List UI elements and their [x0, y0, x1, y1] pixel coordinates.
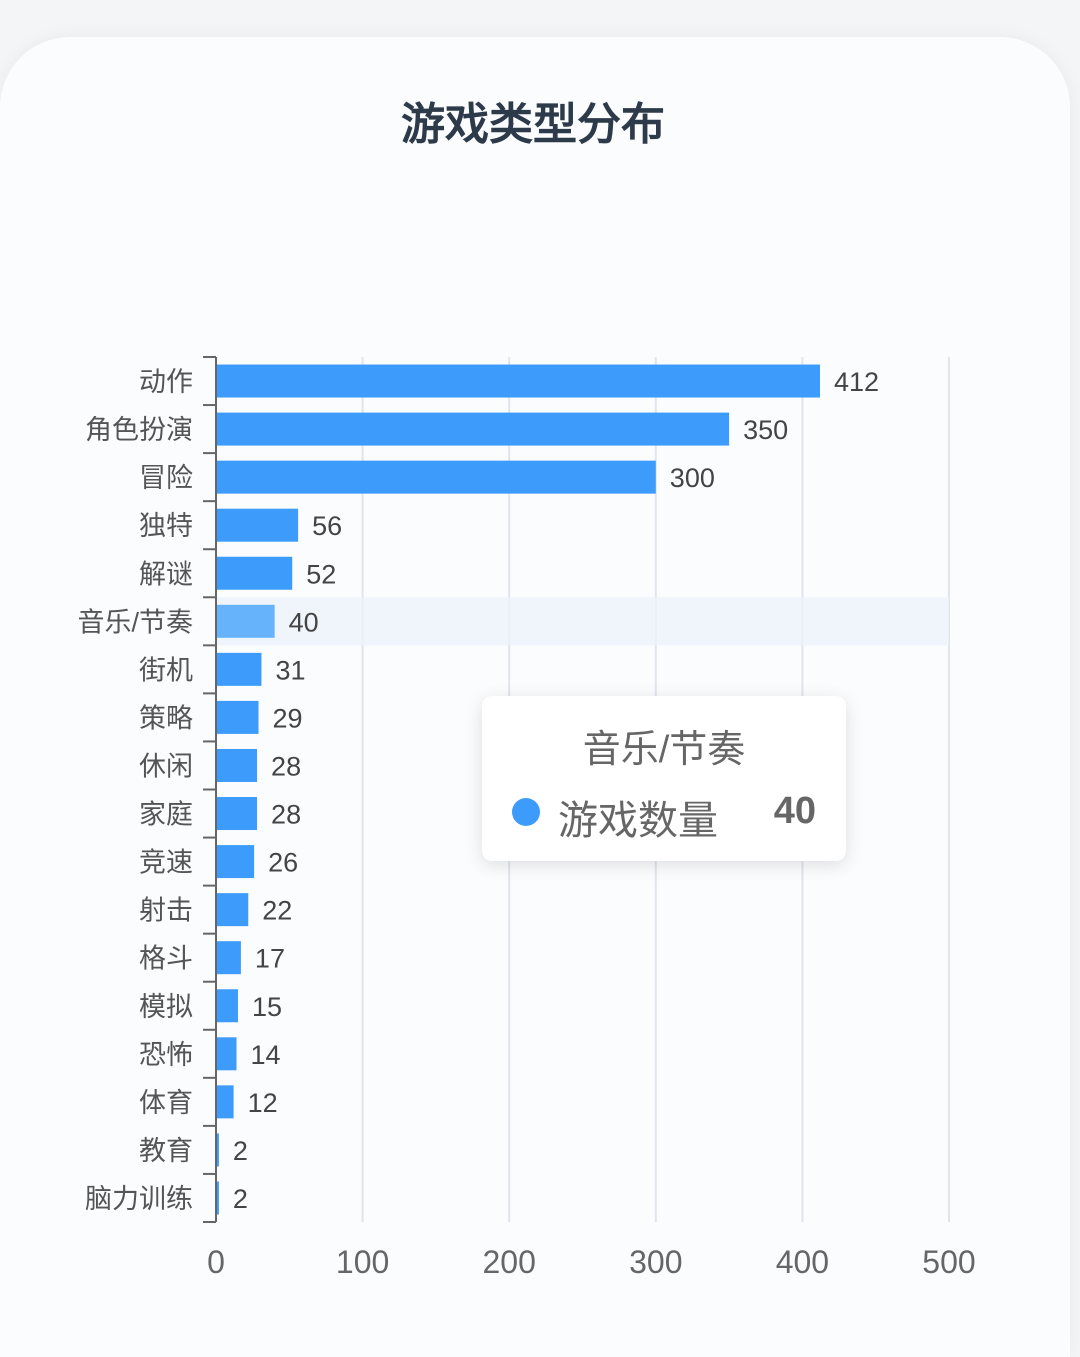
y-tick-label: 射击 [139, 896, 193, 926]
y-tick-label: 格斗 [139, 944, 193, 974]
data-label: 2 [233, 1136, 248, 1166]
x-tick-label: 100 [336, 1244, 389, 1280]
y-tick-label: 音乐/节奏 [77, 607, 193, 637]
data-label: 56 [312, 511, 342, 541]
x-tick-label: 400 [776, 1244, 829, 1280]
data-label: 412 [834, 367, 879, 397]
y-tick-label: 恐怖 [139, 1040, 193, 1070]
bar-chart: 0 100 200 300 400 500 412 动作 350 角色扮演 300 冒险 56 独特 52 解… [77, 356, 976, 1280]
y-tick-label: 角色扮演 [85, 415, 193, 445]
data-label: 29 [273, 703, 303, 733]
tooltip-value: 40 [773, 790, 816, 832]
bar [216, 460, 656, 494]
y-tick-label: 脑力训练 [85, 1184, 193, 1214]
tooltip: 音乐/节奏 游戏数量 40 [482, 696, 846, 861]
y-tick-label: 独特 [139, 511, 193, 541]
hover-band [216, 597, 949, 646]
bar [216, 700, 259, 734]
y-tick-label: 解谜 [139, 559, 193, 589]
x-tick-label: 500 [922, 1244, 975, 1280]
y-tick-label: 策略 [139, 703, 193, 733]
y-tick-label: 街机 [139, 655, 193, 685]
x-tick-label: 200 [483, 1244, 536, 1280]
bar [216, 797, 258, 831]
bar [216, 941, 241, 975]
x-tick-label: 300 [629, 1244, 682, 1280]
data-label: 300 [670, 463, 715, 493]
bar [216, 748, 258, 782]
y-tick-label: 竞速 [139, 848, 193, 878]
data-label: 31 [275, 655, 305, 685]
data-label: 15 [252, 992, 282, 1022]
y-tick-label: 家庭 [139, 800, 193, 830]
bar [216, 1037, 237, 1071]
bar [216, 845, 255, 879]
data-label: 52 [306, 559, 336, 589]
data-label: 28 [271, 800, 301, 830]
bar [216, 1085, 234, 1119]
bar [216, 556, 293, 590]
chart-title: 游戏类型分布 [401, 100, 665, 149]
series-dot-icon [512, 798, 540, 826]
y-tick-label: 冒险 [139, 463, 193, 493]
bar [216, 1133, 219, 1167]
data-label: 2 [233, 1184, 248, 1214]
bar [216, 508, 299, 542]
data-label: 40 [289, 607, 319, 637]
bar [216, 989, 238, 1023]
bar [216, 1181, 219, 1215]
y-tick-label: 模拟 [139, 992, 193, 1022]
y-tick-label: 动作 [139, 367, 193, 397]
y-tick-label: 教育 [139, 1136, 193, 1166]
bar [216, 604, 275, 638]
y-tick-label: 体育 [139, 1088, 193, 1118]
data-label: 14 [251, 1040, 281, 1070]
y-tick-label: 休闲 [139, 751, 193, 781]
bar [216, 364, 820, 398]
bar [216, 412, 730, 446]
data-label: 12 [248, 1088, 278, 1118]
data-label: 22 [262, 896, 292, 926]
tooltip-title: 音乐/节奏 [582, 729, 746, 771]
data-label: 26 [268, 848, 298, 878]
data-label: 350 [743, 415, 788, 445]
tooltip-series-name: 游戏数量 [558, 799, 718, 843]
bar [216, 652, 262, 686]
data-label: 17 [255, 944, 285, 974]
bar [216, 893, 249, 927]
x-tick-label: 0 [207, 1244, 225, 1280]
data-label: 28 [271, 751, 301, 781]
